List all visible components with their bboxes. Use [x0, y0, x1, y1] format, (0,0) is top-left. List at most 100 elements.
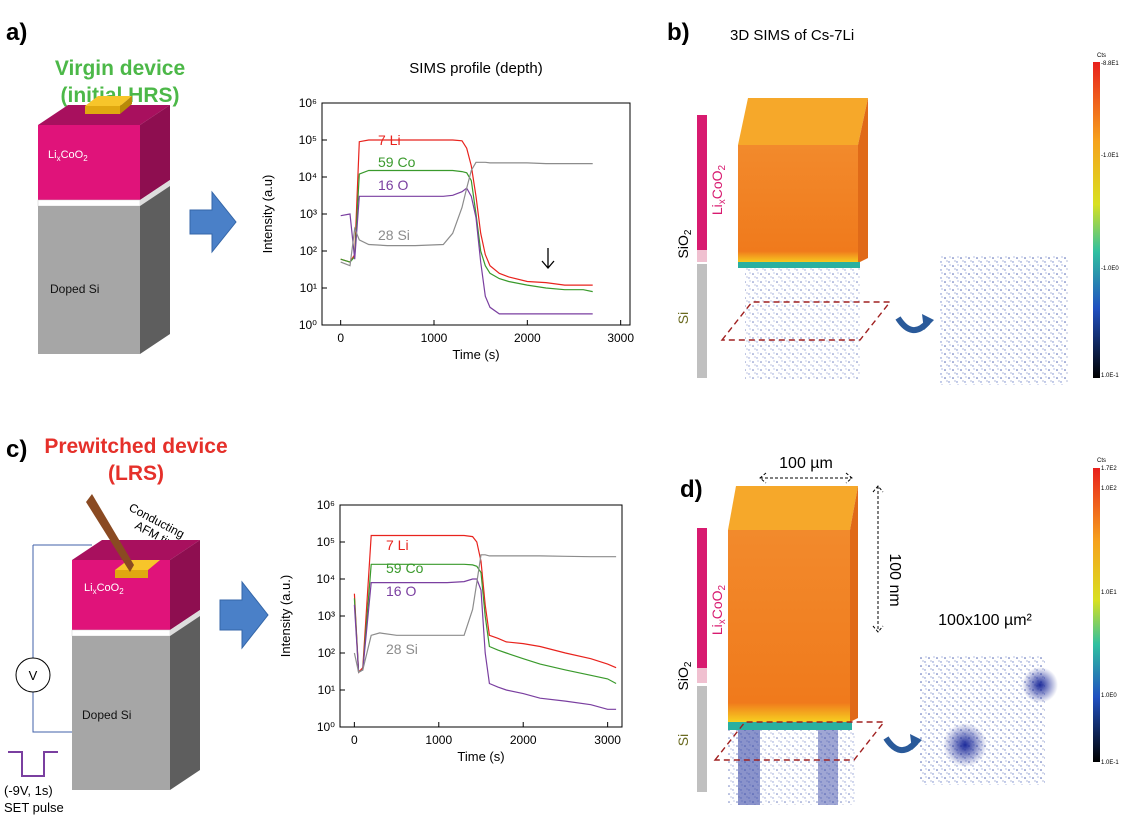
y-tick-label: 10² — [300, 244, 317, 258]
colorbar-tick-label: -1.0E0 — [1101, 266, 1119, 272]
y-tick-label: 10⁰ — [299, 318, 317, 332]
series-line — [341, 188, 593, 314]
y-tick-label: 10⁴ — [316, 572, 335, 586]
x-tick-label: 0 — [351, 733, 358, 747]
y-tick-label: 10⁵ — [299, 133, 317, 147]
x-tick-label: 2000 — [514, 331, 541, 345]
x-tick-label: 1000 — [425, 733, 452, 747]
block-top — [728, 486, 858, 530]
filament-spot — [943, 723, 987, 767]
source-label: V — [29, 668, 38, 683]
annotation-arrow — [542, 248, 554, 268]
filament-spot — [1022, 667, 1058, 703]
x-tick-label: 3000 — [607, 331, 634, 345]
layer-label: LixCoO2 — [709, 164, 728, 215]
legend-label: 28 Si — [378, 227, 410, 243]
substrate — [38, 206, 140, 354]
legend-label: 28 Si — [386, 641, 418, 657]
panel-label: c) — [6, 436, 27, 463]
x-tick-label: 1000 — [421, 331, 448, 345]
legend-label: 16 O — [386, 583, 416, 599]
colorbar — [1093, 62, 1100, 378]
layer-bar — [697, 668, 707, 683]
colorbar-tick-label: -8.8E1 — [1101, 61, 1119, 67]
colorbar-unit: Cts — [1097, 53, 1106, 59]
layer-label: Doped Si — [50, 282, 99, 296]
layer-label: Doped Si — [82, 708, 131, 722]
legend-label: 16 O — [378, 177, 408, 193]
colorbar-tick-label: 1.0E2 — [1101, 486, 1117, 492]
panel-label: a) — [6, 19, 27, 46]
electrode — [115, 570, 148, 578]
layer — [38, 125, 140, 200]
block-front — [738, 145, 858, 263]
panel-label: b) — [667, 19, 690, 46]
x-tick-label: 0 — [337, 331, 344, 345]
layer-label: Si — [675, 734, 691, 746]
interface — [738, 262, 860, 268]
figure: a) Virgin device (initial HRS) LixCoO2 D… — [0, 0, 1121, 817]
dimension-arrow — [760, 473, 852, 483]
colorbar-tick-label: 1.0E0 — [1101, 693, 1117, 699]
legend-label: 7 Li — [386, 537, 409, 553]
block-front — [728, 530, 850, 722]
y-tick-label: 10¹ — [300, 281, 317, 295]
legend-label: 59 Co — [386, 560, 424, 576]
colorbar-tick-label: -1.0E1 — [1101, 153, 1119, 159]
layer-bar — [697, 264, 707, 378]
colorbar-tick-label: 1.7E2 — [1101, 466, 1117, 472]
y-tick-label: 10³ — [300, 207, 317, 221]
colorbar-tick-label: 1.0E-1 — [1101, 373, 1119, 379]
layer-bar — [697, 115, 707, 250]
panel-d: d) LixCoO2 SiO2 Si 100 µm 100 nm 100x100… — [675, 455, 1100, 805]
depth-cloud — [745, 268, 860, 380]
colorbar-tick-label: 1.0E-1 — [1101, 760, 1119, 766]
oxide — [72, 630, 170, 636]
pulse — [8, 752, 58, 776]
panel-b: b) 3D SIMS of Cs-7Li LixCoO2 SiO2 Si — [667, 19, 1100, 385]
substrate-side — [170, 616, 200, 790]
slice-image — [940, 255, 1068, 385]
heading: (LRS) — [108, 462, 164, 485]
layer-label: LixCoO2 — [709, 584, 728, 635]
arrow — [220, 582, 268, 648]
panel-c: c) Prewitched device (LRS) Conducting AF… — [4, 435, 268, 815]
arrow — [190, 192, 236, 252]
y-tick-label: 10⁶ — [299, 96, 317, 110]
y-tick-label: 10¹ — [318, 683, 335, 697]
filament — [738, 730, 760, 805]
dimension-label: 100 nm — [886, 553, 903, 606]
layer-bar — [697, 250, 707, 262]
y-tick-label: 10⁴ — [298, 170, 317, 184]
x-axis-label: Time (s) — [457, 749, 504, 764]
y-axis-label: Intensity (a.u.) — [278, 575, 293, 657]
x-tick-label: 3000 — [594, 733, 621, 747]
y-axis-label: Intensity (a.u) — [260, 175, 275, 254]
interface — [728, 722, 852, 730]
y-tick-label: 10⁶ — [317, 498, 335, 512]
heading: Virgin device — [55, 57, 185, 80]
pulse-label: (-9V, 1s) — [4, 783, 53, 798]
block-top — [738, 98, 868, 145]
layer-label: Si — [675, 312, 691, 324]
y-tick-label: 10⁰ — [317, 720, 335, 734]
layer-label: LixCoO2 — [48, 149, 88, 163]
colorbar-tick-label: 1.0E1 — [1101, 590, 1117, 596]
legend-label: 7 Li — [378, 132, 401, 148]
layer-bar — [697, 686, 707, 792]
oxide — [38, 200, 140, 206]
layer-bar — [697, 528, 707, 668]
area-label: 100x100 µm² — [938, 612, 1032, 629]
electrode — [85, 106, 120, 114]
chart-title: SIMS profile (depth) — [409, 60, 542, 77]
curl-arrow — [922, 314, 934, 330]
y-tick-label: 10⁵ — [317, 535, 335, 549]
substrate-side — [140, 186, 170, 354]
panel-label: d) — [680, 476, 703, 503]
x-axis-label: Time (s) — [452, 347, 499, 362]
pulse-label: SET pulse — [4, 800, 64, 815]
y-tick-label: 10³ — [318, 609, 335, 623]
dimension-label: 100 µm — [779, 455, 833, 472]
colorbar — [1093, 468, 1100, 762]
layer-label: LixCoO2 — [84, 582, 124, 596]
